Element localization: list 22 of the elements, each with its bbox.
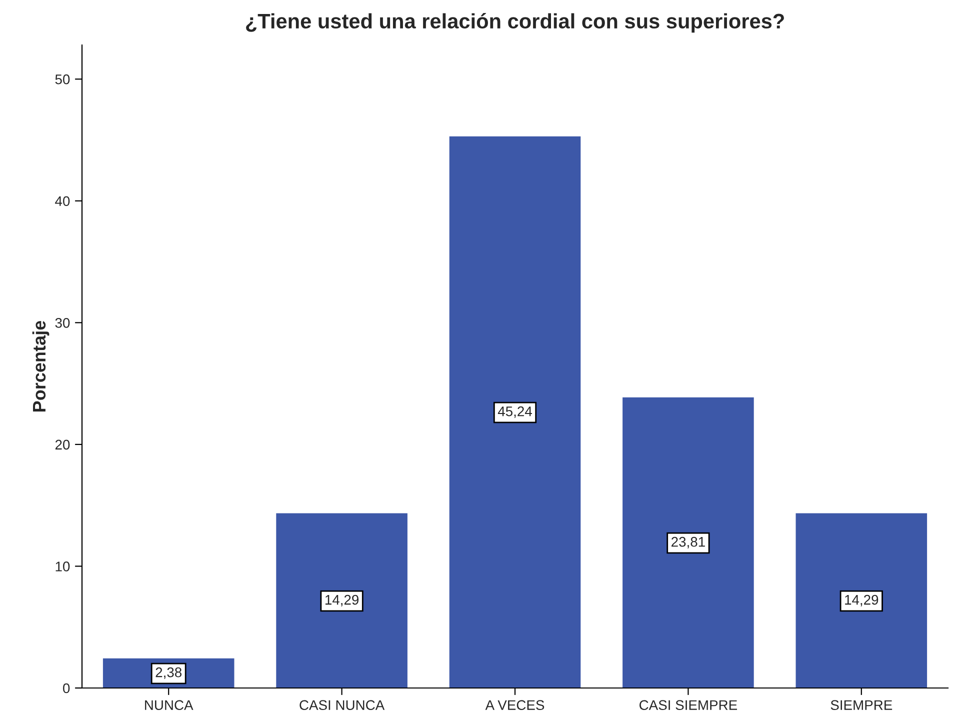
data-label: 23,81 [672, 536, 705, 548]
x-tick-label: CASI SIEMPRE [640, 700, 737, 710]
bar [622, 397, 754, 688]
x-tick-label: SIEMPRE [830, 700, 892, 710]
x-tick-label: NUNCA [145, 700, 194, 710]
bar [276, 513, 408, 688]
data-label: 45,24 [498, 406, 532, 418]
chart-title: ¿Tiene usted una relación cordial con sus superiores? [246, 13, 784, 33]
x-tick-label: A VECES [485, 700, 544, 710]
bar [796, 513, 928, 688]
y-tick-label: 50 [55, 74, 70, 84]
data-label: 14,29 [845, 594, 878, 606]
y-tick-label: 20 [55, 440, 70, 450]
x-tick-label: CASI NUNCA [300, 700, 385, 710]
y-axis-title: Porcentaje [32, 320, 50, 412]
y-tick-label: 10 [56, 562, 70, 572]
data-label: 2,38 [156, 667, 182, 679]
y-tick-label: 0 [63, 683, 70, 694]
bar [449, 136, 581, 688]
y-tick-label: 30 [55, 318, 70, 328]
y-tick-label: 40 [55, 196, 70, 206]
data-label: 14,29 [325, 594, 359, 606]
